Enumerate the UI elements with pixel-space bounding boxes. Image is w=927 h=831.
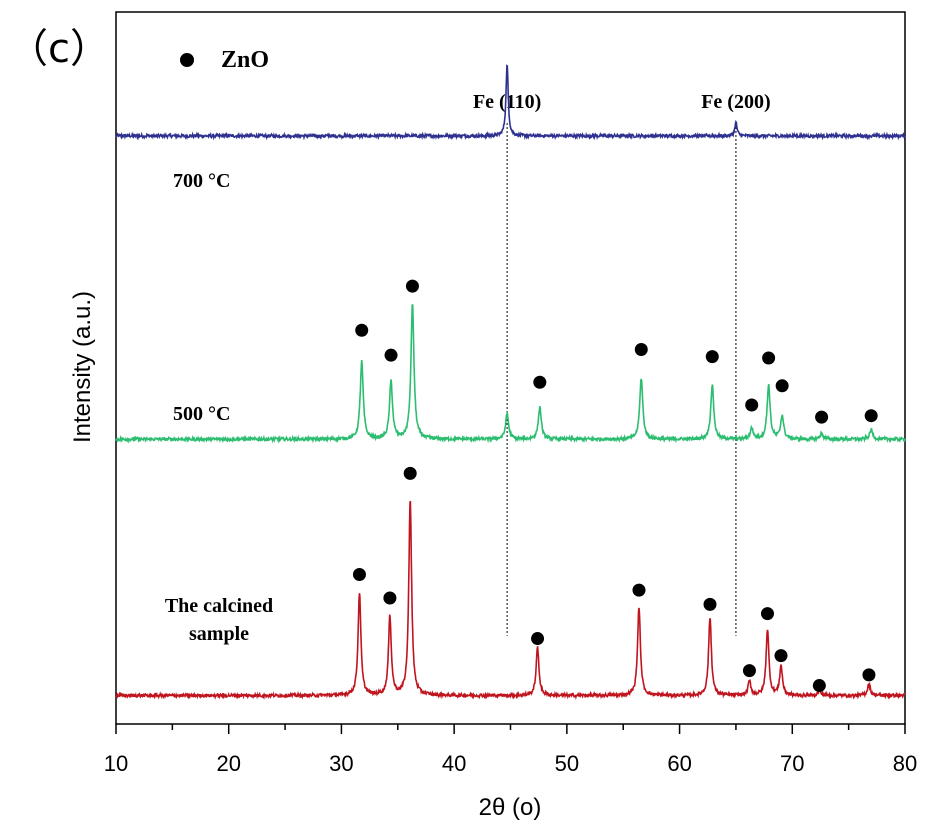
reference-line-label: Fe (110) [473, 91, 541, 113]
series-label: 700 °C [173, 170, 230, 192]
zno-marker [864, 409, 878, 423]
zno-marker [815, 410, 829, 424]
zno-marker [531, 632, 545, 646]
zno-marker [775, 379, 789, 393]
zno-marker [774, 649, 788, 663]
zno-marker [355, 323, 369, 337]
series-group [115, 64, 906, 701]
y-axis-title: Intensity (a.u.) [69, 291, 96, 443]
zno-marker [405, 279, 419, 293]
series-label: The calcined [165, 595, 273, 617]
zno-marker [634, 342, 648, 356]
x-tick-label: 30 [329, 751, 353, 776]
plot-frame [115, 11, 906, 725]
zno-marker [533, 375, 547, 389]
zno-markers [352, 279, 878, 693]
zno-marker [762, 351, 776, 365]
x-tick-label: 20 [216, 751, 240, 776]
zno-marker [742, 664, 756, 678]
x-axis: 10 20 30 40 50 60 70 80 [104, 724, 917, 776]
reference-line-label: Fe (200) [701, 91, 770, 113]
zno-marker [632, 583, 646, 597]
plot-border [115, 11, 906, 725]
zno-marker [403, 466, 417, 480]
zno-marker [812, 679, 826, 693]
zno-marker [745, 398, 759, 412]
reference-lines: Fe (110) Fe (200) [473, 91, 771, 636]
x-tick-label: 60 [667, 751, 691, 776]
x-tick-label: 70 [780, 751, 804, 776]
x-tick-label: 40 [442, 751, 466, 776]
series-line [115, 64, 906, 141]
x-tick-label: 80 [893, 751, 917, 776]
zno-marker [352, 567, 366, 581]
x-tick-label: 50 [555, 751, 579, 776]
zno-marker [384, 348, 398, 362]
series-line [115, 500, 906, 701]
zno-marker [383, 591, 397, 605]
panel-label: （c） [8, 26, 110, 72]
legend-label: ZnO [221, 47, 269, 73]
zno-marker [760, 607, 774, 621]
series-labels: 700 °C 500 °C The calcined sample [165, 170, 273, 645]
zno-marker [703, 597, 717, 611]
x-axis-title: 2θ (ο) [479, 794, 542, 821]
series-label: 500 °C [173, 403, 230, 425]
zno-marker [705, 350, 719, 364]
series-line [115, 304, 906, 444]
series-label: sample [189, 623, 249, 645]
zno-marker [862, 668, 876, 682]
x-tick-label: 10 [104, 751, 128, 776]
legend-marker [180, 53, 194, 67]
